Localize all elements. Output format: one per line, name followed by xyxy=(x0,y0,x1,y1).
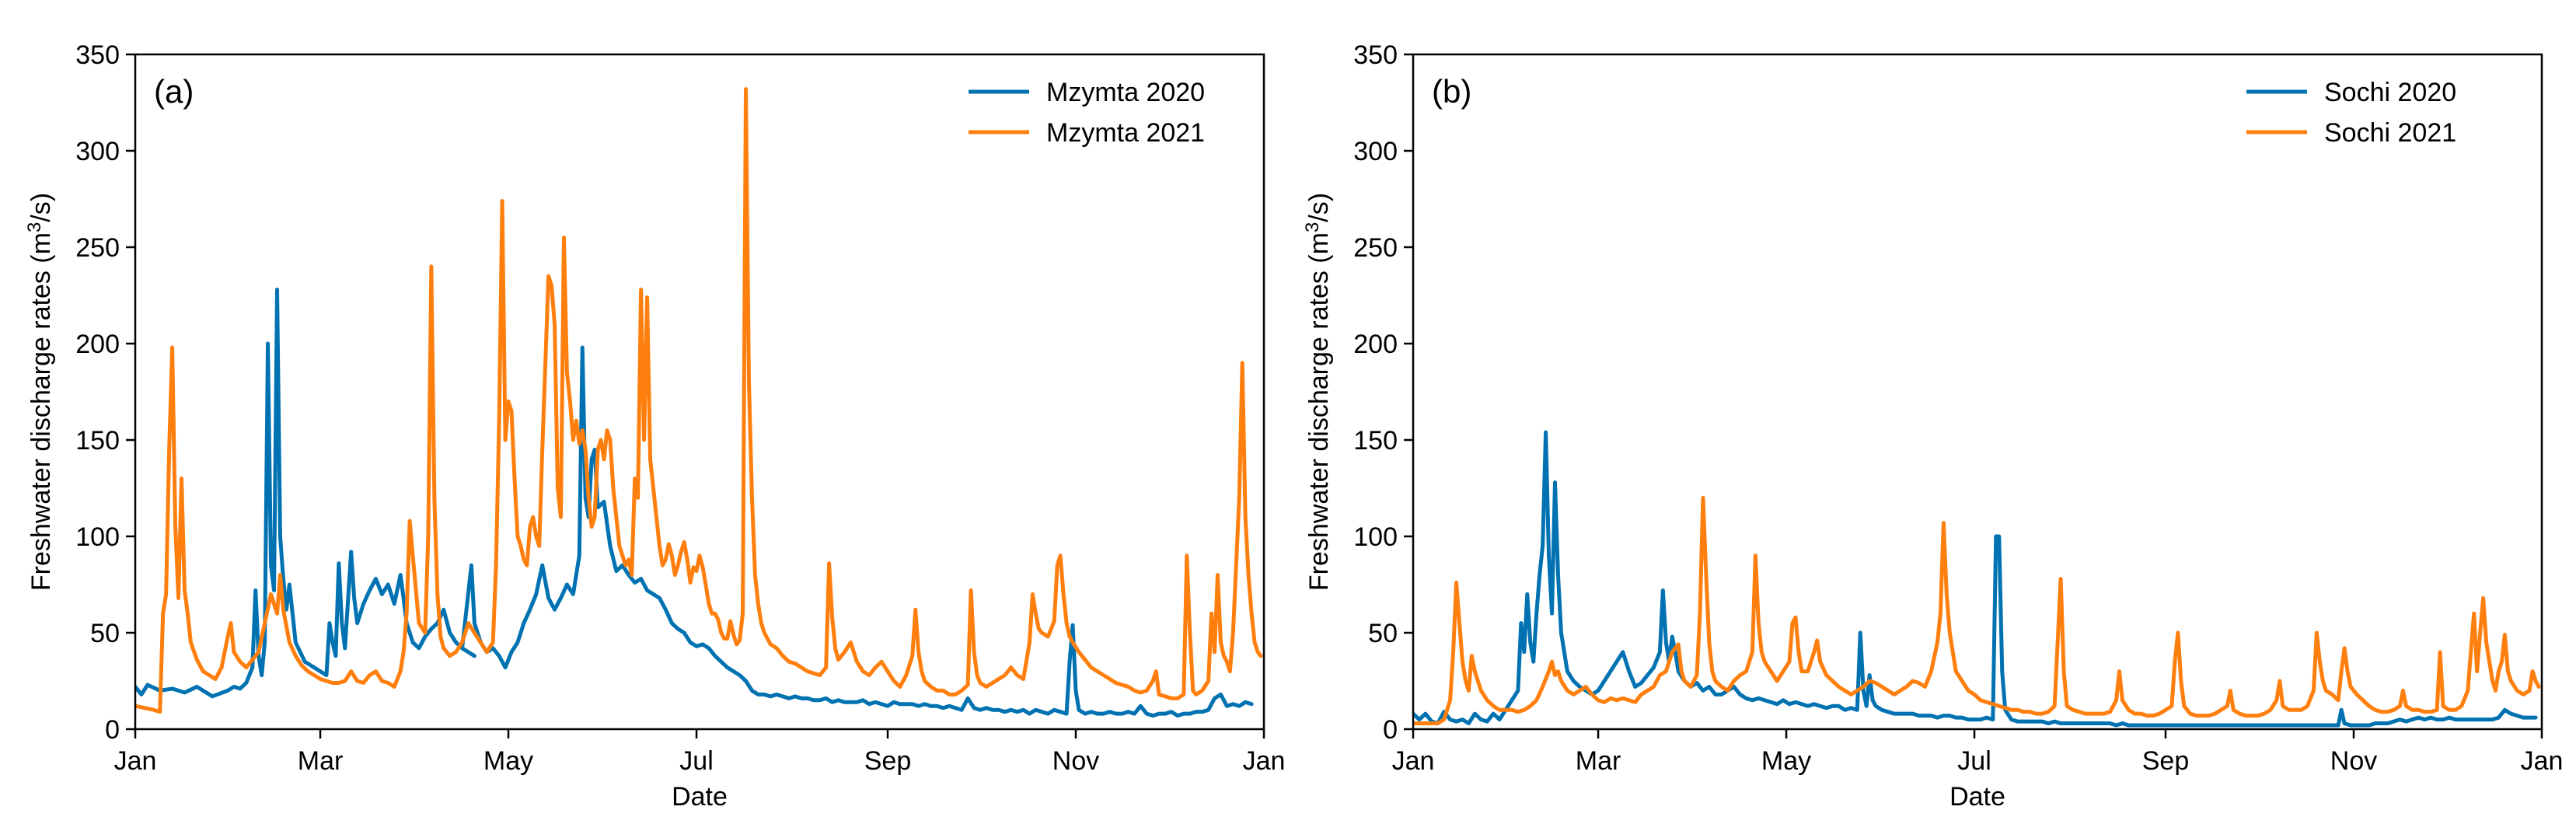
y-tick-label: 350 xyxy=(1353,40,1398,70)
x-tick-label: Nov xyxy=(1052,746,1099,776)
legend-label: Mzymta 2021 xyxy=(1046,118,1205,148)
axes-frame xyxy=(1412,53,2543,731)
panel-label: (b) xyxy=(1432,73,1471,110)
y-tick-label: 200 xyxy=(75,330,120,359)
series-line-sochi-2021 xyxy=(1413,495,2541,726)
legend-label: Sochi 2021 xyxy=(2324,118,2456,148)
x-tick-label: Mar xyxy=(1576,746,1621,776)
y-tick-label: 300 xyxy=(1353,137,1398,166)
y-tick-label: 300 xyxy=(75,137,120,166)
x-tick-label: May xyxy=(1761,746,1811,776)
y-tick-label: 150 xyxy=(1353,426,1398,456)
x-tick-label: May xyxy=(483,746,533,776)
y-axis-label: Freshwater discharge rates (m3/s) xyxy=(1302,193,1334,591)
x-tick-label: Jan xyxy=(1243,746,1286,776)
y-tick-label: 150 xyxy=(75,426,120,456)
y-tick-label: 250 xyxy=(75,233,120,263)
y-tick-label: 0 xyxy=(105,715,120,745)
x-axis-label: Date xyxy=(672,782,728,812)
y-tick-label: 50 xyxy=(1368,619,1398,648)
x-tick-label: Jan xyxy=(2521,746,2564,776)
x-tick-label: Nov xyxy=(2330,746,2377,776)
x-tick-label: Jan xyxy=(1392,746,1435,776)
panel-label: (a) xyxy=(154,73,194,110)
x-tick-label: Jan xyxy=(114,746,157,776)
x-tick-label: Jul xyxy=(1957,746,1991,776)
x-tick-label: Mar xyxy=(298,746,344,776)
y-axis-label: Freshwater discharge rates (m3/s) xyxy=(24,193,56,591)
legend-label: Sochi 2020 xyxy=(2324,78,2456,107)
x-tick-label: Sep xyxy=(2142,746,2190,776)
y-tick-label: 0 xyxy=(1383,715,1398,745)
x-tick-label: Sep xyxy=(864,746,912,776)
y-tick-label: 250 xyxy=(1353,233,1398,263)
legend-label: Mzymta 2020 xyxy=(1046,78,1205,107)
y-tick-label: 100 xyxy=(75,522,120,552)
chart-panel-a: 0 50 100 150 200 250 300 350 Jan Mar May Jul Sep Nov J… xyxy=(24,40,1285,812)
x-axis-label: Date xyxy=(1949,782,2005,812)
y-tick-label: 200 xyxy=(1353,330,1398,359)
series-line-mzymta-2020 xyxy=(135,288,1254,718)
y-tick-label: 100 xyxy=(1353,522,1398,552)
axes-frame xyxy=(134,53,1265,731)
series-line-sochi-2020 xyxy=(1413,430,2538,728)
y-tick-label: 50 xyxy=(90,619,120,648)
chart-panel-b: 0 50 100 150 200 250 300 350 Jan Mar May Jul Sep Nov J… xyxy=(1302,40,2563,812)
y-tick-label: 350 xyxy=(75,40,120,70)
series-line-mzymta-2021 xyxy=(135,87,1263,714)
x-tick-label: Jul xyxy=(679,746,713,776)
